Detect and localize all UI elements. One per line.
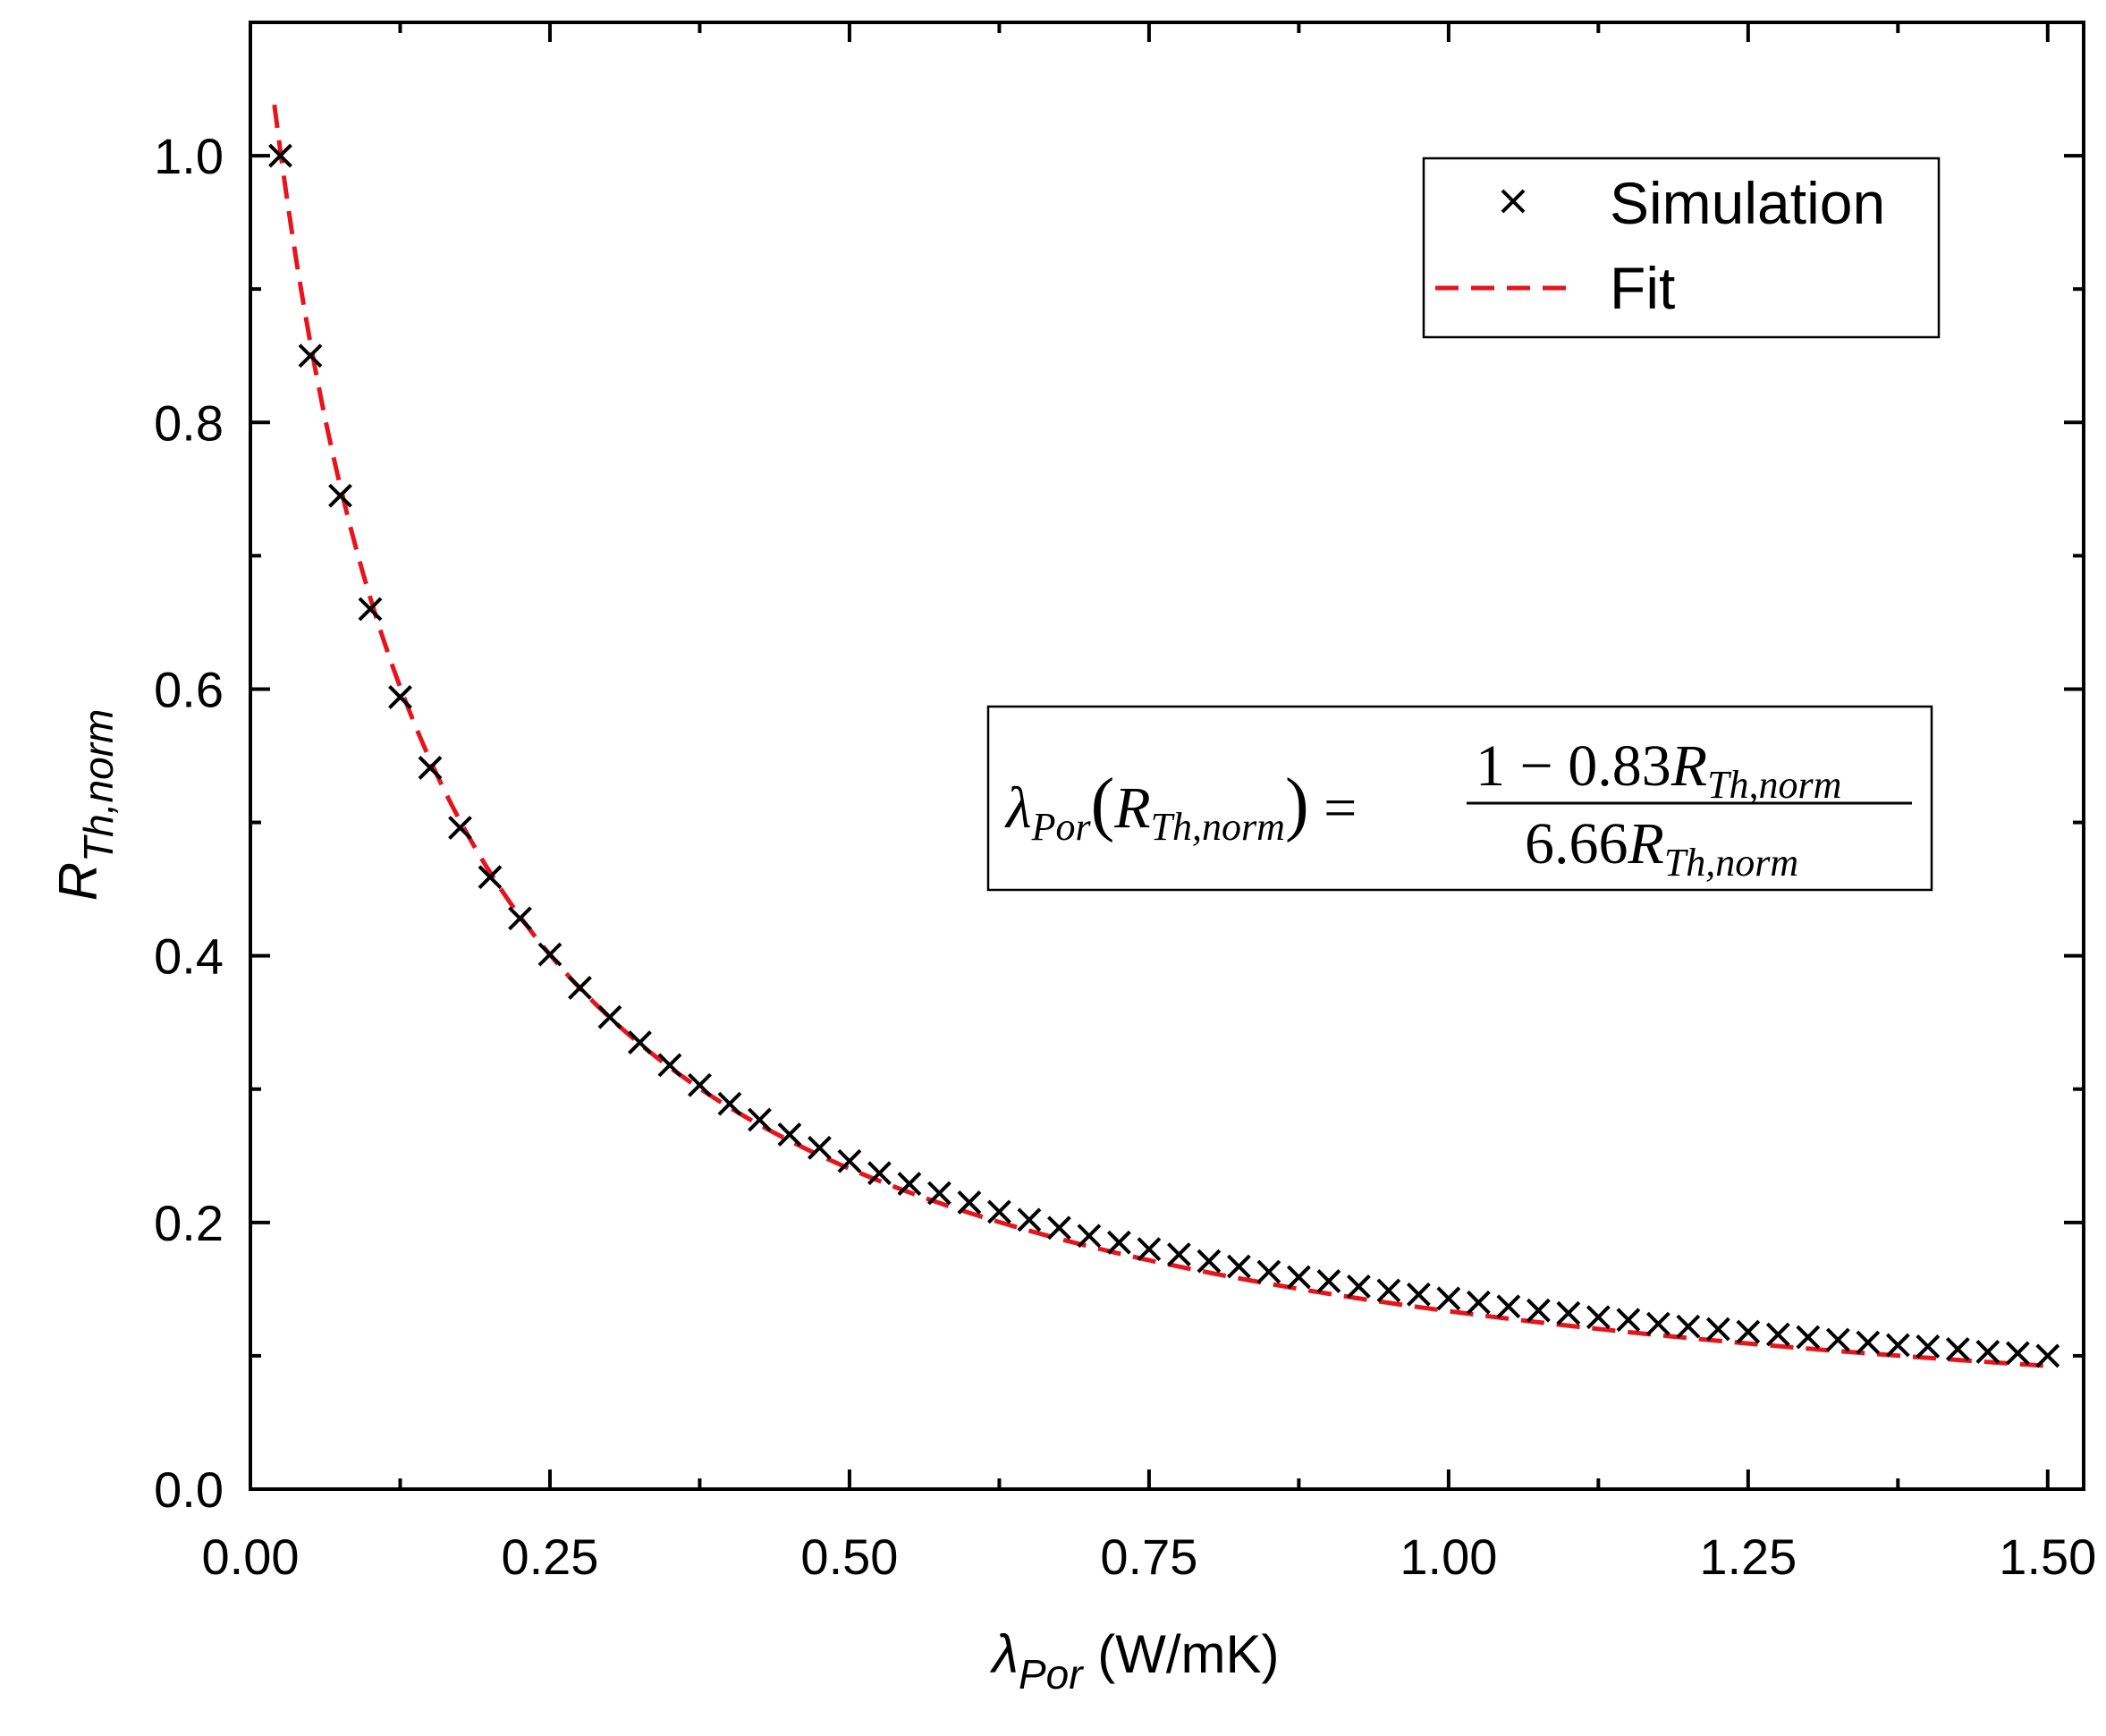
simulation-point <box>1916 1334 1941 1359</box>
simulation-point <box>358 597 383 622</box>
equation-box <box>986 705 1933 892</box>
y-tick-label: 1.0 <box>154 128 224 184</box>
simulation-point <box>1736 1319 1761 1344</box>
x-tick-label: 1.00 <box>1400 1529 1497 1585</box>
simulation-point <box>1526 1298 1551 1323</box>
simulation-point <box>478 865 503 890</box>
equation-lhs: λPor(RTh,norm) = <box>1004 765 1357 849</box>
simulation-point <box>1765 1322 1790 1347</box>
x-axis-title: λPor (W/mK) <box>989 1624 1279 1698</box>
simulation-point <box>1077 1224 1102 1249</box>
legend: Simulation Fit <box>1422 157 1941 339</box>
simulation-point <box>837 1148 862 1173</box>
x-axis-unit: (W/mK) <box>1097 1624 1279 1684</box>
simulation-point <box>268 143 292 168</box>
simulation-point <box>1856 1330 1881 1355</box>
simulation-point <box>537 942 562 967</box>
simulation-point <box>2005 1341 2030 1366</box>
simulation-point <box>897 1172 922 1196</box>
y-tick-label: 0.6 <box>154 661 224 717</box>
simulation-point <box>1046 1215 1071 1241</box>
simulation-point <box>1496 1294 1521 1319</box>
equation-annotation: λPor(RTh,norm) = 1 − 0.83RTh,norm 6.66RT… <box>986 705 1933 892</box>
simulation-point <box>418 756 443 780</box>
x-axis-symbol: λ <box>989 1624 1019 1684</box>
simulation-point <box>927 1181 952 1206</box>
simulation-point <box>328 483 352 508</box>
simulation-point <box>1885 1333 1910 1358</box>
simulation-point <box>1436 1286 1461 1311</box>
x-tick-label: 0.25 <box>501 1529 598 1585</box>
legend-label-fit: Fit <box>1610 255 1675 321</box>
simulation-point <box>597 1004 622 1029</box>
y-axis-subscript: Th,norm <box>75 709 122 862</box>
simulation-point <box>2035 1343 2060 1368</box>
simulation-point <box>1376 1278 1401 1303</box>
svg-text:λPor (W/mK): λPor (W/mK) <box>989 1624 1279 1698</box>
y-tick-label: 0.0 <box>154 1461 224 1518</box>
simulation-point <box>1945 1337 1970 1361</box>
simulation-point <box>688 1072 712 1097</box>
simulation-point <box>777 1122 802 1147</box>
simulation-point <box>1226 1254 1251 1279</box>
legend-label-simulation: Simulation <box>1610 170 1885 236</box>
simulation-point <box>1676 1314 1701 1339</box>
plot-frame <box>249 21 2085 1491</box>
axis-tick-labels: 0.00 0.25 0.50 0.75 1.00 1.25 1.50 0.0 0.2 0.4 0.6… <box>154 128 2096 1585</box>
simulation-point <box>1286 1265 1311 1290</box>
simulation-point <box>717 1091 742 1116</box>
x-tick-label: 0.50 <box>800 1529 898 1585</box>
simulation-point <box>628 1030 652 1054</box>
simulation-point <box>1137 1237 1162 1262</box>
simulation-point <box>1316 1269 1341 1293</box>
simulation-point <box>1346 1274 1371 1299</box>
x-tick-label: 1.50 <box>1999 1529 2096 1585</box>
simulation-point <box>1256 1259 1281 1284</box>
simulation-point <box>1796 1325 1821 1350</box>
legend-box <box>1422 157 1941 339</box>
simulation-point <box>1197 1249 1222 1274</box>
simulation-point <box>1466 1290 1491 1315</box>
equation-denominator: 6.66RTh,norm <box>1525 811 1798 885</box>
simulation-point <box>867 1161 892 1186</box>
svg-text:RTh,norm: RTh,norm <box>48 709 122 902</box>
simulation-point <box>448 816 472 840</box>
simulation-series <box>268 143 2060 1368</box>
equation-numerator: 1 − 0.83RTh,norm <box>1476 733 1841 807</box>
simulation-point <box>508 906 532 931</box>
simulation-point <box>987 1199 1011 1224</box>
simulation-point <box>1975 1340 2000 1364</box>
simulation-point <box>1825 1327 1850 1352</box>
simulation-point <box>1645 1311 1670 1336</box>
simulation-point <box>1556 1300 1581 1325</box>
x-tick-label: 0.75 <box>1100 1529 1197 1585</box>
simulation-point <box>808 1135 832 1160</box>
x-axis-subscript: Por <box>1019 1651 1084 1698</box>
simulation-point <box>1616 1308 1641 1333</box>
simulation-point <box>1106 1230 1131 1255</box>
y-axis-symbol: R <box>48 862 108 901</box>
simulation-point <box>388 684 412 709</box>
y-tick-label: 0.4 <box>154 928 224 985</box>
simulation-point <box>957 1190 982 1215</box>
x-tick-label: 1.25 <box>1699 1529 1797 1585</box>
y-axis-title: RTh,norm <box>48 709 122 902</box>
axis-ticks <box>249 22 2084 1491</box>
simulation-point <box>657 1053 682 1078</box>
simulation-point <box>1017 1207 1042 1232</box>
simulation-point <box>1705 1317 1730 1342</box>
y-tick-label: 0.2 <box>154 1195 224 1251</box>
simulation-point <box>1166 1242 1191 1267</box>
simulation-point <box>568 976 592 1000</box>
simulation-point <box>1406 1282 1431 1307</box>
legend-marker-simulation <box>1501 189 1526 214</box>
simulation-point <box>298 343 323 368</box>
y-tick-label: 0.8 <box>154 394 224 451</box>
x-tick-label: 0.00 <box>202 1529 300 1585</box>
simulation-point <box>748 1107 772 1132</box>
simulation-point <box>1586 1305 1611 1330</box>
